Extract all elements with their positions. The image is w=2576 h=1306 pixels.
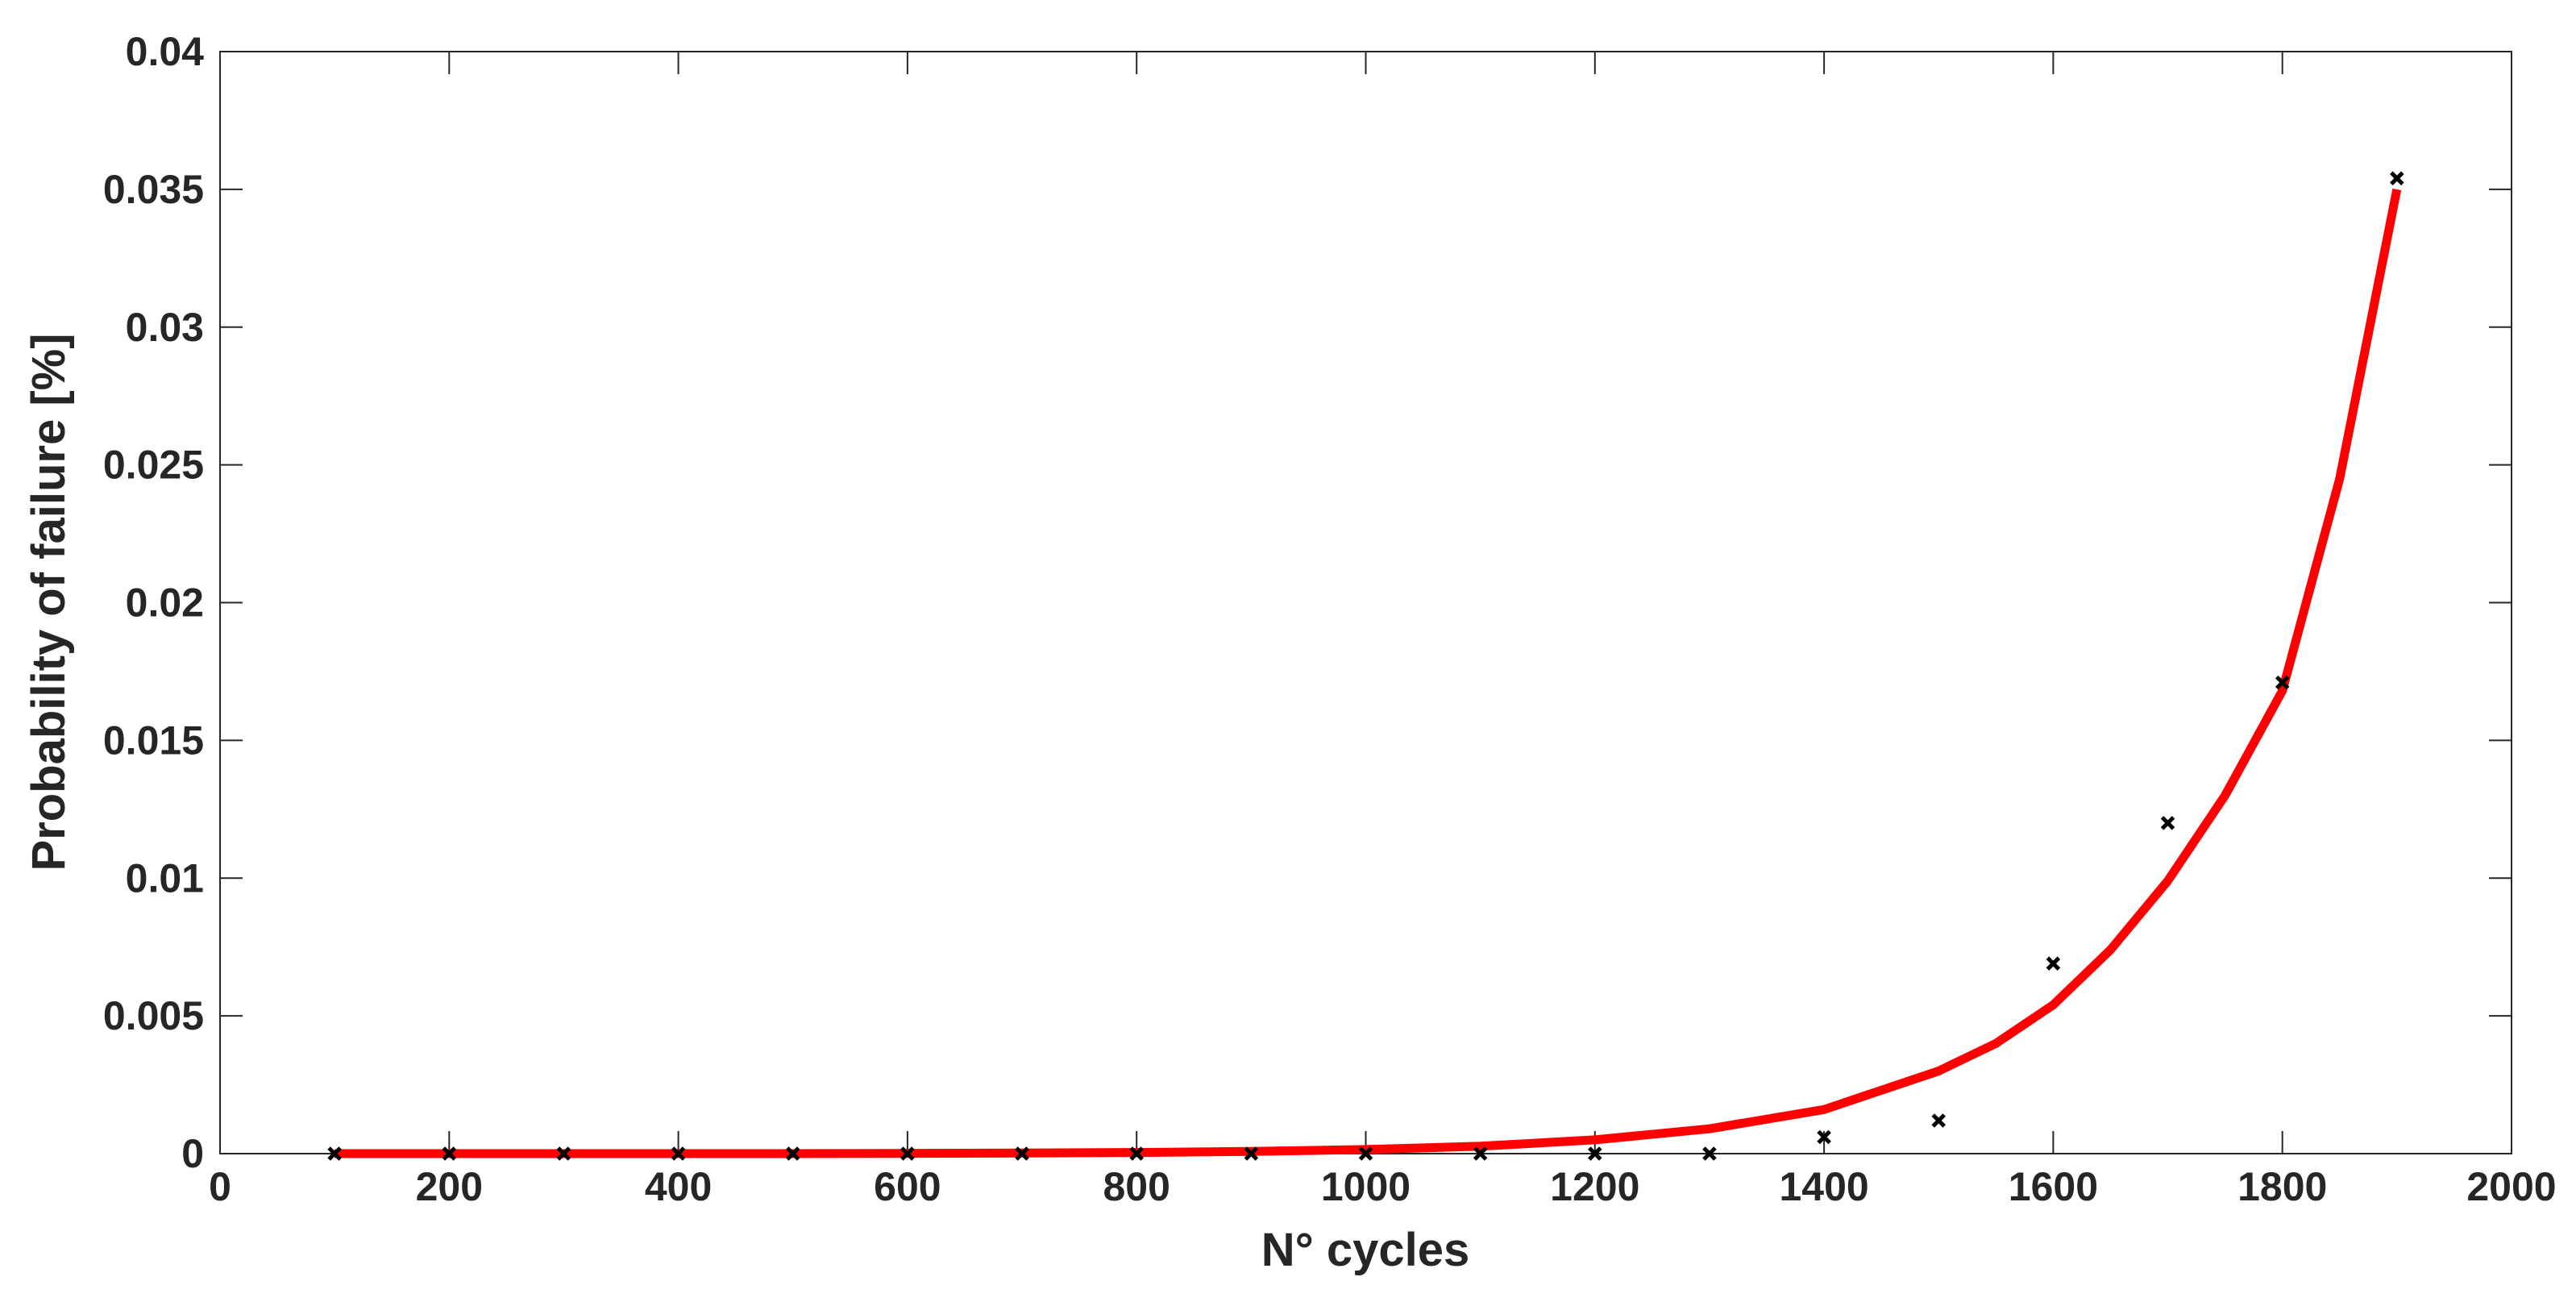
y-tick-label: 0.005 xyxy=(103,993,204,1038)
fit-curve xyxy=(334,188,2402,1158)
data-point xyxy=(785,1146,800,1161)
y-tick-label: 0.025 xyxy=(103,443,204,488)
x-tick-label: 1600 xyxy=(2009,1164,2098,1209)
x-tick-label: 0 xyxy=(209,1164,231,1209)
data-point xyxy=(1358,1146,1373,1161)
plot-area xyxy=(219,51,2512,1154)
data-point xyxy=(2046,956,2061,971)
data-point xyxy=(2275,675,2290,690)
y-tick-label: 0.015 xyxy=(103,717,204,763)
x-tick-label: 1400 xyxy=(1779,1164,1868,1209)
y-tick-label: 0.01 xyxy=(126,855,204,900)
data-point xyxy=(1588,1146,1602,1161)
data-point xyxy=(442,1146,457,1161)
data-point xyxy=(1817,1129,1831,1145)
x-tick-label: 200 xyxy=(416,1164,483,1209)
data-point xyxy=(1244,1146,1259,1161)
x-tick-label: 600 xyxy=(874,1164,941,1209)
y-tick-label: 0.02 xyxy=(126,580,204,626)
data-point xyxy=(1931,1113,1947,1128)
data-point xyxy=(1015,1146,1029,1161)
x-axis-label: N° cycles xyxy=(1261,1224,1470,1276)
y-axis-label: Probability of failure [%] xyxy=(23,333,75,871)
x-tick-label: 1000 xyxy=(1321,1164,1411,1209)
y-tick-label: 0.03 xyxy=(126,305,204,350)
data-point xyxy=(1702,1146,1717,1161)
data-point xyxy=(1129,1146,1144,1161)
x-tick-label: 1200 xyxy=(1550,1164,1639,1209)
data-point xyxy=(900,1146,915,1161)
x-tick-label: 800 xyxy=(1103,1164,1170,1209)
y-tick-label: 0.035 xyxy=(103,167,204,212)
data-point xyxy=(2390,171,2404,185)
data-point xyxy=(327,1146,342,1161)
x-tick-label: 1800 xyxy=(2237,1164,2327,1209)
x-tick-label: 400 xyxy=(645,1164,712,1209)
data-point xyxy=(556,1146,571,1161)
x-tick-label: 2000 xyxy=(2466,1164,2556,1209)
data-point xyxy=(1473,1146,1488,1161)
data-point xyxy=(2160,816,2175,830)
data-point xyxy=(671,1146,686,1161)
y-tick-label: 0.04 xyxy=(126,29,205,74)
y-tick-label: 0 xyxy=(181,1131,204,1176)
